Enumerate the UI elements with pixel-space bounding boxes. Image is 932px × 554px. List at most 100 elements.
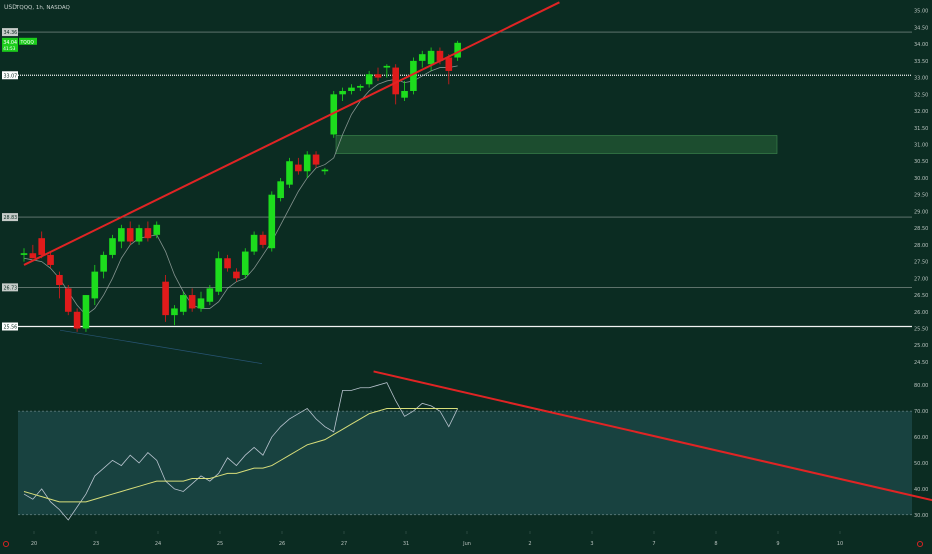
candle[interactable] [180, 291, 187, 316]
candle-body [427, 50, 435, 65]
candle[interactable] [241, 248, 249, 279]
candle[interactable] [339, 87, 346, 102]
candle[interactable] [162, 274, 169, 322]
rsi-tick-label: 80.00 [914, 383, 928, 389]
candle[interactable] [383, 64, 391, 78]
candle[interactable] [215, 251, 222, 296]
upper-level-badge-bg [2, 28, 18, 37]
candle-body [348, 87, 355, 91]
y-tick-label: 26.50 [914, 293, 928, 299]
candle[interactable] [126, 221, 134, 245]
y-tick-label: 30.50 [914, 159, 928, 165]
candle[interactable] [348, 84, 355, 95]
candle[interactable] [259, 231, 267, 249]
y-tick-label: 32.00 [914, 109, 928, 115]
candle[interactable] [56, 271, 63, 299]
candle[interactable] [82, 295, 90, 332]
rsi-tick-label: 30.00 [914, 513, 928, 519]
current-level-badge[interactable]: 33.07 [2, 71, 18, 80]
candle-body [64, 288, 72, 312]
candle[interactable] [171, 305, 178, 326]
candle[interactable] [277, 177, 284, 202]
candle-body [233, 271, 240, 279]
settings-icon[interactable] [2, 540, 10, 548]
rsi-band [18, 411, 912, 515]
candle[interactable] [295, 157, 302, 175]
x-tick-label: 8 [714, 541, 717, 547]
candle[interactable] [197, 291, 205, 312]
support-level-badge[interactable]: 25.56 [2, 322, 18, 331]
candle-body [135, 228, 143, 242]
candle[interactable] [427, 47, 435, 71]
y-tick-label: 28.50 [914, 226, 928, 232]
candle[interactable] [312, 151, 320, 168]
candle[interactable] [268, 191, 276, 252]
candle[interactable] [153, 221, 161, 239]
candle[interactable] [392, 64, 399, 105]
candle-body [410, 60, 417, 91]
candle[interactable] [47, 251, 54, 269]
rsi-trendline[interactable] [373, 370, 932, 522]
ticker-tag-text: TQQQ [20, 39, 35, 45]
candle[interactable] [91, 264, 99, 306]
candle[interactable] [20, 248, 28, 262]
candle-body [118, 228, 125, 242]
candle[interactable] [188, 288, 196, 312]
candle[interactable] [64, 285, 72, 316]
candle[interactable] [100, 251, 107, 279]
x-tick-label: 2 [528, 541, 531, 547]
y-tick-label: 27.00 [914, 276, 928, 282]
candle-body [38, 238, 45, 255]
candle[interactable] [374, 67, 382, 81]
candle[interactable] [224, 254, 231, 272]
candle[interactable] [330, 90, 338, 138]
y-tick-label: 35.00 [914, 9, 928, 15]
candle[interactable] [135, 224, 143, 245]
mid-level-badge[interactable]: 28.83 [2, 213, 18, 222]
candle-body [401, 90, 408, 98]
y-tick-label: 24.50 [914, 360, 928, 366]
upper-level-badge[interactable]: 34.36 [2, 28, 18, 37]
x-tick-label: 7 [652, 541, 655, 547]
mid-level-badge-bg [2, 213, 18, 222]
candle[interactable] [357, 84, 364, 91]
candle[interactable] [144, 221, 152, 242]
candle-body [91, 271, 99, 299]
candle-body [312, 154, 320, 165]
candle[interactable] [303, 151, 311, 178]
x-tick-label: 31 [403, 541, 409, 547]
candle[interactable] [454, 40, 461, 61]
candle-body [100, 254, 107, 272]
candle[interactable] [206, 285, 214, 306]
candle-body [82, 295, 90, 329]
candle[interactable] [29, 244, 37, 259]
moving-average-line [23, 65, 458, 316]
price-trendline[interactable] [23, 1, 560, 266]
candle[interactable] [109, 234, 116, 259]
candle[interactable] [73, 308, 81, 332]
candle[interactable] [286, 157, 293, 188]
candle[interactable] [445, 54, 453, 85]
candle-body [126, 228, 134, 242]
alert-icon[interactable] [916, 540, 924, 548]
candle[interactable] [410, 57, 417, 95]
x-tick-label: 24 [155, 541, 161, 547]
candle[interactable] [118, 224, 125, 249]
candle-body [109, 238, 116, 255]
candle[interactable] [250, 231, 258, 255]
candle[interactable] [38, 231, 45, 259]
candle-body [445, 57, 453, 71]
candle[interactable] [401, 80, 408, 102]
candle[interactable] [321, 167, 329, 175]
lower-level-badge[interactable]: 26.73 [2, 283, 18, 292]
candle[interactable] [365, 70, 373, 88]
x-tick-label: 3 [590, 541, 593, 547]
symbol-title[interactable]: TQQQ, 1h, NASDAQ [15, 5, 70, 11]
rsi-tick-label: 50.00 [914, 461, 928, 467]
candle[interactable] [418, 50, 426, 68]
y-tick-label: 25.50 [914, 327, 928, 333]
candle-body [303, 154, 311, 172]
candle[interactable] [233, 268, 240, 282]
